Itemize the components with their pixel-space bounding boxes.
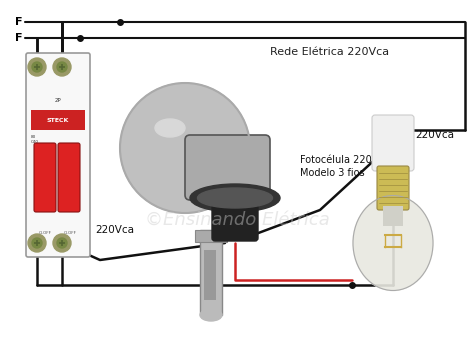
Text: ©Ensinando Elétrica: ©Ensinando Elétrica	[145, 211, 329, 229]
FancyBboxPatch shape	[31, 110, 85, 130]
Circle shape	[32, 62, 42, 72]
FancyBboxPatch shape	[377, 166, 409, 210]
FancyBboxPatch shape	[200, 230, 222, 315]
Circle shape	[120, 83, 250, 213]
Text: F: F	[15, 17, 22, 27]
Ellipse shape	[190, 184, 280, 212]
Ellipse shape	[353, 196, 433, 291]
FancyBboxPatch shape	[195, 230, 227, 242]
FancyBboxPatch shape	[34, 143, 56, 212]
Ellipse shape	[200, 309, 222, 321]
FancyBboxPatch shape	[383, 206, 403, 226]
Text: Modelo 3 fios: Modelo 3 fios	[300, 168, 365, 178]
Text: Rede Elétrica 220Vca: Rede Elétrica 220Vca	[270, 47, 389, 57]
Text: O-OFF: O-OFF	[64, 231, 76, 235]
Circle shape	[32, 238, 42, 248]
Text: STECK: STECK	[47, 118, 69, 122]
Text: 2P: 2P	[55, 98, 61, 102]
FancyBboxPatch shape	[26, 53, 90, 257]
FancyBboxPatch shape	[204, 250, 216, 300]
FancyBboxPatch shape	[212, 197, 258, 241]
Text: 220Vca: 220Vca	[95, 225, 134, 235]
FancyBboxPatch shape	[58, 143, 80, 212]
Circle shape	[53, 58, 71, 76]
Circle shape	[57, 62, 67, 72]
Text: 220Vca: 220Vca	[415, 130, 454, 140]
Ellipse shape	[155, 119, 185, 137]
Ellipse shape	[198, 188, 273, 208]
Text: F: F	[15, 33, 22, 43]
Text: 80
C40: 80 C40	[31, 135, 39, 144]
Circle shape	[28, 234, 46, 252]
Text: O-OFF: O-OFF	[38, 231, 52, 235]
FancyBboxPatch shape	[372, 115, 414, 171]
Text: Fotocélula 220Vca: Fotocélula 220Vca	[300, 155, 390, 165]
FancyBboxPatch shape	[185, 135, 270, 200]
Circle shape	[57, 238, 67, 248]
Circle shape	[53, 234, 71, 252]
Circle shape	[28, 58, 46, 76]
